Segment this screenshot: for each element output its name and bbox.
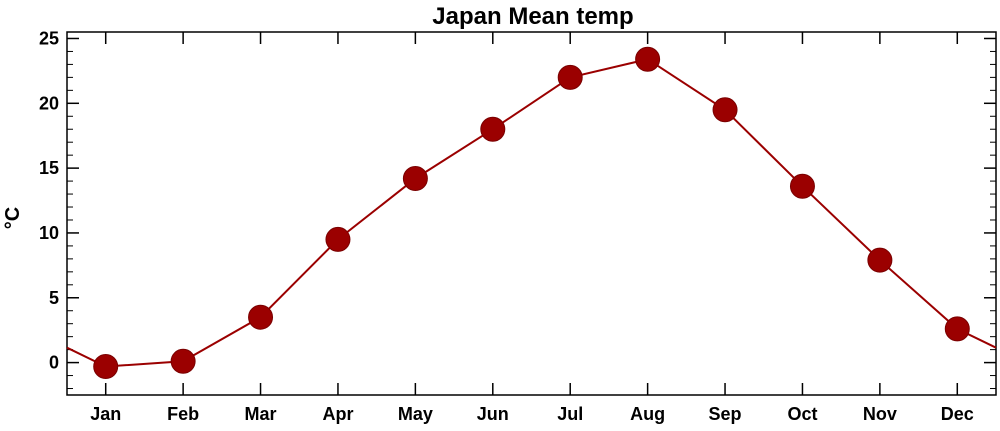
x-tick-label: Sep: [709, 404, 742, 424]
x-tick-label: Apr: [322, 404, 353, 424]
plot-axes: 0 5 10 15 20 25 Jan Feb Mar Apr May Jun Jul Aug Sep Oct…: [39, 28, 997, 424]
data-point: [789, 173, 815, 199]
series-line: [66, 58, 997, 368]
plot-frame: [66, 31, 997, 396]
data-point: [402, 165, 428, 191]
x-tick-label: Aug: [630, 404, 665, 424]
y-tick-label: 10: [39, 223, 59, 243]
data-point: [480, 116, 506, 142]
x-tick-label: Feb: [167, 404, 199, 424]
data-point: [944, 316, 970, 342]
data-point: [325, 226, 351, 252]
chart-title: Japan Mean temp: [432, 3, 633, 30]
x-tick-label: Dec: [941, 404, 974, 424]
data-point: [867, 247, 893, 273]
x-tick-label: Jul: [557, 404, 583, 424]
y-tick-label: 5: [49, 288, 59, 308]
x-tick-label: Jun: [477, 404, 509, 424]
y-tick-label: 25: [39, 28, 59, 48]
plot-series: [66, 46, 997, 379]
x-tick-label: Nov: [863, 404, 897, 424]
y-tick-label: 15: [39, 158, 59, 178]
y-axis-label: °C: [2, 207, 24, 229]
x-tick-label: Oct: [787, 404, 817, 424]
data-point: [635, 46, 661, 72]
data-point: [170, 348, 196, 374]
x-tick-label: Mar: [245, 404, 277, 424]
data-point: [557, 64, 583, 90]
x-tick-label: May: [398, 404, 433, 424]
y-tick-label: 0: [49, 353, 59, 373]
data-point: [93, 353, 119, 379]
data-point: [248, 304, 274, 330]
x-tick-label: Jan: [90, 404, 121, 424]
y-tick-label: 20: [39, 93, 59, 113]
data-point: [712, 97, 738, 123]
